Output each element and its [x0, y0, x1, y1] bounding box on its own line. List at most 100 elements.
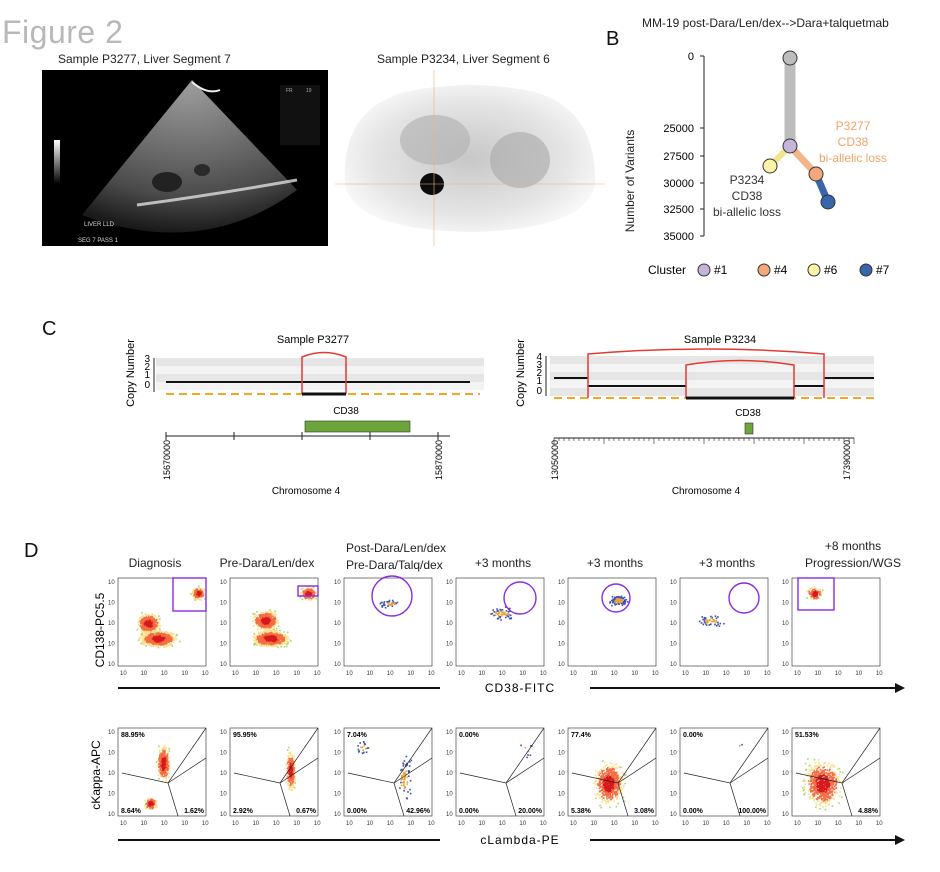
- event-dot: [490, 613, 492, 615]
- axis-tick-label: 10: [220, 751, 227, 757]
- event-dot: [715, 617, 718, 620]
- event-dot: [286, 762, 289, 765]
- event-dot: [141, 612, 143, 614]
- event-dot: [286, 643, 288, 645]
- event-dot: [159, 631, 162, 634]
- event-dot: [170, 631, 173, 634]
- event-dot: [271, 640, 274, 642]
- event-dot: [616, 598, 619, 600]
- event-dot: [392, 601, 395, 603]
- event-dot: [280, 643, 283, 645]
- event-dot: [282, 638, 285, 640]
- event-dot: [164, 747, 166, 749]
- event-dot: [174, 636, 177, 638]
- event-dot: [263, 621, 265, 624]
- event-dot: [600, 785, 602, 787]
- axis-tick-label: 10: [782, 621, 789, 627]
- event-dot: [256, 643, 258, 645]
- event-dot: [284, 643, 287, 645]
- event-dot: [145, 634, 148, 636]
- event-dot: [813, 597, 816, 600]
- event-dot: [257, 628, 259, 631]
- event-dot: [153, 635, 156, 637]
- event-dot: [256, 624, 258, 626]
- axis-tick-label: 10: [540, 671, 547, 677]
- event-dot: [148, 638, 151, 641]
- event-dot: [393, 602, 395, 604]
- event-dot: [601, 789, 603, 792]
- event-dot: [253, 614, 256, 617]
- annot-p3234-gene: CD38: [732, 189, 763, 203]
- event-dot: [293, 787, 296, 789]
- event-dot: [718, 625, 721, 627]
- event-dot: [366, 747, 369, 749]
- event-dot: [197, 591, 200, 593]
- event-dot: [160, 756, 163, 759]
- event-dot: [707, 621, 709, 623]
- event-dot: [258, 622, 261, 624]
- event-dot: [289, 766, 291, 768]
- event-dot: [287, 756, 290, 759]
- event-dot: [273, 635, 276, 637]
- event-dot: [200, 590, 203, 592]
- event-dot: [806, 590, 808, 592]
- event-dot: [256, 622, 259, 624]
- event-dot: [155, 761, 158, 763]
- axis-tick-label: 10: [161, 671, 168, 677]
- event-dot: [163, 750, 166, 753]
- axis-tick-label: 10: [611, 821, 618, 827]
- event-dot: [622, 601, 625, 603]
- event-dot: [492, 609, 494, 611]
- event-dot: [361, 752, 364, 755]
- event-dot: [268, 613, 271, 615]
- event-dot: [162, 755, 165, 758]
- event-dot: [408, 771, 410, 773]
- event-dot: [289, 759, 291, 761]
- event-dot: [150, 638, 153, 640]
- event-dot: [153, 620, 156, 622]
- event-dot: [276, 634, 279, 636]
- event-dot: [160, 637, 163, 640]
- event-dot: [151, 636, 153, 638]
- event-dot: [613, 800, 615, 802]
- event-dot: [403, 760, 406, 762]
- event-dot: [268, 620, 271, 623]
- event-dot: [306, 588, 308, 591]
- event-dot: [363, 743, 366, 745]
- event-dot: [282, 643, 284, 645]
- event-dot: [158, 633, 160, 635]
- event-dot: [288, 757, 290, 760]
- event-dot: [814, 595, 817, 597]
- event-dot: [150, 645, 153, 647]
- gate-line: [393, 757, 433, 817]
- event-dot: [710, 615, 712, 618]
- axis-tick-label: 10: [220, 771, 227, 777]
- event-dot: [620, 790, 622, 792]
- cn-ytick: 1: [144, 370, 150, 381]
- event-dot: [150, 799, 153, 802]
- event-dot: [150, 632, 152, 635]
- event-dot: [269, 624, 271, 627]
- event-dot: [304, 598, 307, 600]
- event-dot: [291, 786, 293, 789]
- event-dot: [145, 624, 148, 626]
- axis-tick-label: 10: [334, 792, 341, 798]
- axis-tick-label: 10: [782, 601, 789, 607]
- event-dot: [258, 639, 260, 641]
- event-dot: [287, 755, 289, 757]
- event-dot: [403, 776, 406, 779]
- event-dot: [270, 641, 272, 644]
- event-dot: [165, 779, 168, 782]
- axis-tick-label: 10: [670, 621, 677, 627]
- event-dot: [277, 619, 279, 622]
- event-dot: [500, 613, 503, 616]
- event-dot: [292, 781, 295, 783]
- event-dot: [620, 601, 622, 603]
- event-dot: [271, 618, 274, 621]
- event-dot: [404, 778, 406, 781]
- axis-tick-label: 10: [314, 671, 321, 677]
- axis-tick-label: 10: [446, 812, 453, 818]
- event-dot: [260, 611, 262, 614]
- event-dot: [619, 777, 621, 779]
